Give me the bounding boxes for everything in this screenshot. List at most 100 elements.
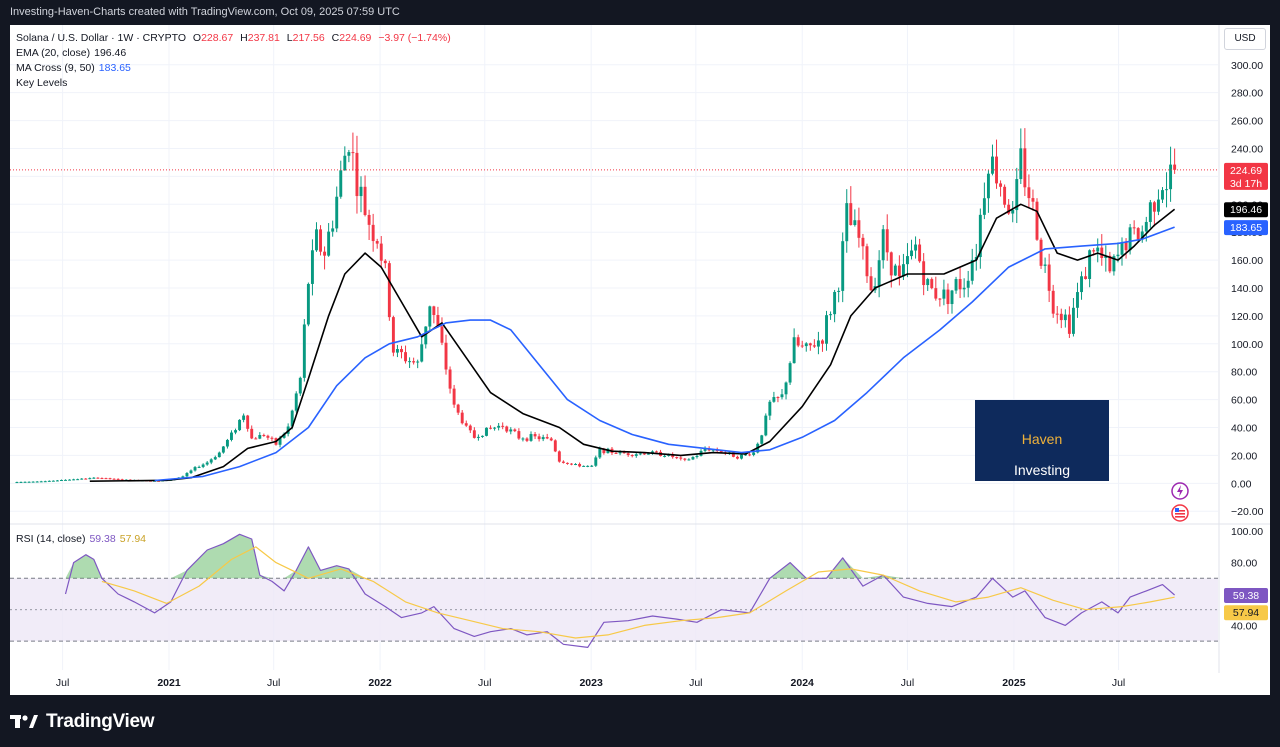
candle-body (594, 457, 598, 466)
lightning-icon[interactable] (1170, 481, 1192, 503)
candle-body (646, 453, 650, 455)
candle-body (355, 152, 359, 197)
rsi-line (64, 533, 1175, 648)
candle-body (68, 479, 72, 481)
candle-body (104, 478, 108, 480)
candle-body (889, 252, 893, 276)
legend-high-value: 237.81 (247, 32, 280, 44)
candle-body (258, 435, 262, 439)
legend-symbol[interactable]: Solana / U.S. Dollar · 1W · CRYPTO (16, 32, 186, 44)
candle-body (51, 480, 55, 482)
candle-body (910, 250, 913, 257)
currency-button[interactable]: USD (1224, 28, 1266, 50)
candle-body (525, 438, 529, 441)
legend-key-levels[interactable]: Key Levels (16, 77, 67, 89)
candle-body (744, 454, 748, 456)
candle-body (497, 425, 501, 428)
legend-key-levels-label: Key Levels (16, 77, 68, 89)
candle-body (897, 265, 901, 277)
candle-body (736, 456, 739, 459)
candle-body (893, 265, 897, 276)
candle-body (242, 415, 246, 420)
candle-body (602, 448, 606, 454)
candle-body (999, 183, 1003, 187)
rsi-ma-badge-text: 57.94 (1233, 607, 1259, 619)
candle-body (88, 478, 92, 480)
investinghaven-logo: Investing Haven (975, 400, 1109, 481)
candle-body (347, 152, 351, 156)
candle-body (310, 250, 314, 284)
candle-body (238, 419, 242, 431)
candle-body (460, 412, 464, 424)
candle-body (833, 291, 837, 315)
candle-body (266, 435, 270, 438)
candle-body (76, 479, 80, 481)
candle-body (784, 382, 788, 395)
candle-body (108, 478, 112, 480)
candle-body (938, 298, 942, 300)
legend-ema-row[interactable]: EMA (20, close) 196.46 (16, 47, 126, 59)
y-tick-label: 280.00 (1231, 88, 1263, 100)
y-tick-label: 120.00 (1231, 311, 1263, 323)
candle-body (768, 401, 772, 416)
candle-body (800, 345, 804, 347)
legend-rsi-row[interactable]: RSI (14, close) 59.38 57.94 (16, 533, 146, 545)
candle-body (468, 425, 472, 431)
candle-body (476, 436, 480, 438)
candle-body (1084, 276, 1088, 279)
candle-body (1035, 201, 1039, 240)
candle-body (853, 220, 857, 225)
candle-body (221, 446, 225, 453)
candle-body (505, 426, 509, 432)
candle-body (371, 224, 375, 242)
candle-body (857, 220, 861, 238)
candle-body (335, 196, 339, 229)
candle-body (748, 454, 752, 456)
candle-body (193, 467, 197, 471)
candle-body (302, 324, 306, 378)
candle-body (926, 279, 930, 286)
candle-body (1051, 290, 1055, 314)
candle-body (1059, 313, 1063, 321)
candle-body (420, 344, 424, 362)
candle-body (772, 397, 776, 402)
candle-body (922, 261, 926, 286)
ema-badge-text: 196.46 (1230, 204, 1262, 216)
legend-rsi-value: 59.38 (89, 533, 116, 545)
chart-caption: Investing-Haven-Charts created with Trad… (10, 6, 400, 18)
candle-body (1161, 190, 1164, 200)
candle-body (31, 481, 35, 483)
axes: −20.00 0.00 20.00 40.00 60.00 80.00 100.00 120.… (56, 60, 1264, 689)
rsi-badge: 59.38 (1224, 587, 1268, 603)
candle-body (1112, 256, 1116, 272)
candle-body (1007, 204, 1011, 214)
candle-body (590, 465, 594, 467)
candle-body (1096, 247, 1100, 252)
y-tick-label: 20.00 (1231, 450, 1257, 462)
candle-body (557, 451, 561, 462)
logo-investing: Investing (1013, 462, 1071, 478)
candle-body (586, 465, 590, 467)
candle-body (27, 481, 31, 483)
candle-body (201, 464, 205, 467)
candle-body (343, 155, 347, 171)
candle-body (740, 454, 743, 459)
candle-body (225, 439, 229, 447)
candle-body (598, 448, 602, 458)
candle-body (845, 203, 849, 242)
candle-body (80, 478, 84, 480)
candle-body (703, 448, 707, 451)
candle-body (1039, 239, 1043, 266)
legend-ma-row[interactable]: MA Cross (9, 50) 183.65 (16, 62, 131, 74)
candle-body (197, 466, 201, 468)
candle-body (412, 361, 416, 363)
tradingview-logo[interactable]: TradingView (10, 711, 155, 733)
candle-body (1047, 264, 1051, 291)
x-tick-label: Jul (1112, 677, 1125, 689)
legend-ohlc-row: Solana / U.S. Dollar · 1W · CRYPTO O228.… (16, 32, 451, 44)
candle-body (1124, 242, 1128, 251)
us-flag-icon[interactable] (1170, 503, 1192, 525)
candle-body (489, 427, 492, 429)
price-badge-bg (1224, 162, 1268, 190)
